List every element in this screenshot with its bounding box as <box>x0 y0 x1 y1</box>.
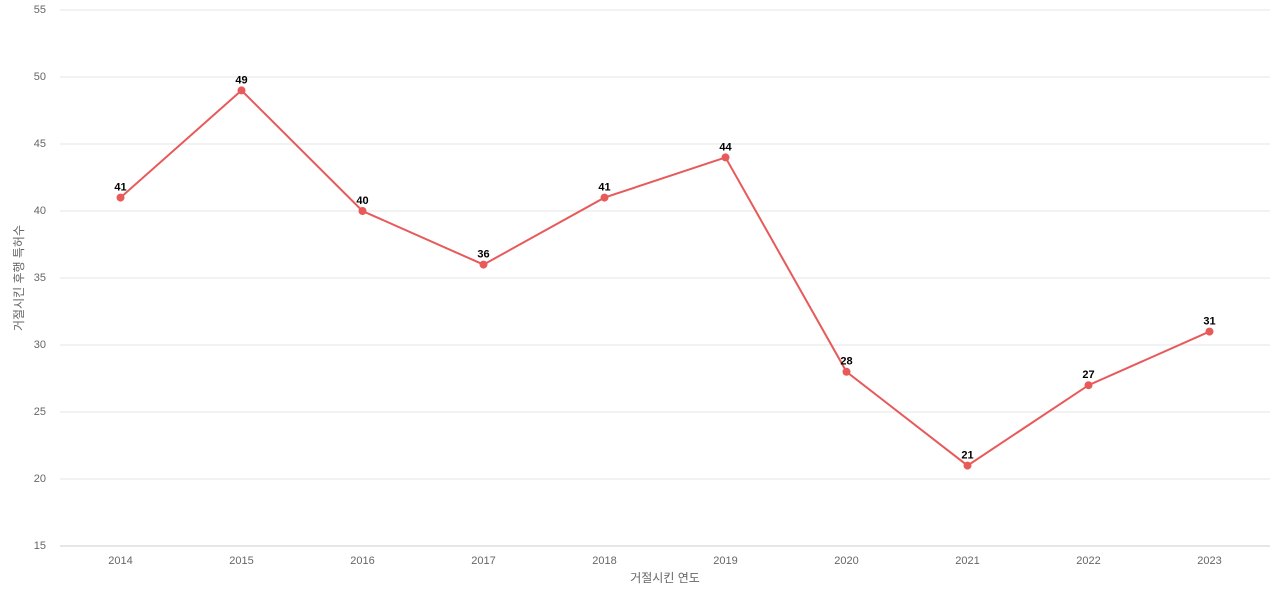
value-label: 36 <box>477 249 489 261</box>
x-tick-label: 2021 <box>955 555 979 567</box>
x-tick-label: 2016 <box>350 555 374 567</box>
value-label: 49 <box>235 74 247 86</box>
point <box>1084 381 1093 390</box>
value-label: 41 <box>598 182 610 194</box>
value-label: 44 <box>719 141 732 153</box>
y-tick-label: 40 <box>34 205 46 217</box>
value-label: 27 <box>1082 369 1094 381</box>
point <box>479 260 488 269</box>
point <box>721 153 730 162</box>
y-tick-label: 50 <box>34 71 46 83</box>
x-tick-label: 2022 <box>1076 555 1100 567</box>
y-tick-label: 20 <box>34 473 46 485</box>
value-label: 21 <box>961 450 973 462</box>
point <box>358 207 367 215</box>
y-tick-label: 45 <box>34 138 46 150</box>
y-axis-label: 거절시킨 후행 특허수 <box>11 225 26 331</box>
y-tick-label: 25 <box>34 406 46 418</box>
x-tick-label: 2019 <box>713 555 737 567</box>
x-tick-label: 2018 <box>592 555 616 567</box>
point <box>1205 327 1214 336</box>
line <box>119 89 1210 467</box>
x-tick-label: 2020 <box>834 555 858 567</box>
value-label: 41 <box>114 182 126 194</box>
y-tick-label: 30 <box>34 339 46 351</box>
point <box>963 461 972 470</box>
point <box>842 367 851 376</box>
y-tick-label: 55 <box>34 4 46 16</box>
value-label: 31 <box>1203 316 1215 328</box>
value-label: 40 <box>356 195 368 207</box>
value-label: 28 <box>840 356 852 368</box>
point <box>116 193 125 202</box>
point <box>237 86 246 95</box>
y-tick-label: 35 <box>34 272 46 284</box>
y-tick-label: 15 <box>34 540 46 552</box>
x-tick-label: 2023 <box>1197 555 1221 567</box>
x-tick-label: 2017 <box>471 555 495 567</box>
point <box>600 193 609 202</box>
x-tick-label: 2015 <box>229 555 253 567</box>
x-axis-label: 거절시킨 연도 <box>630 571 700 585</box>
x-tick-label: 2014 <box>108 555 132 567</box>
